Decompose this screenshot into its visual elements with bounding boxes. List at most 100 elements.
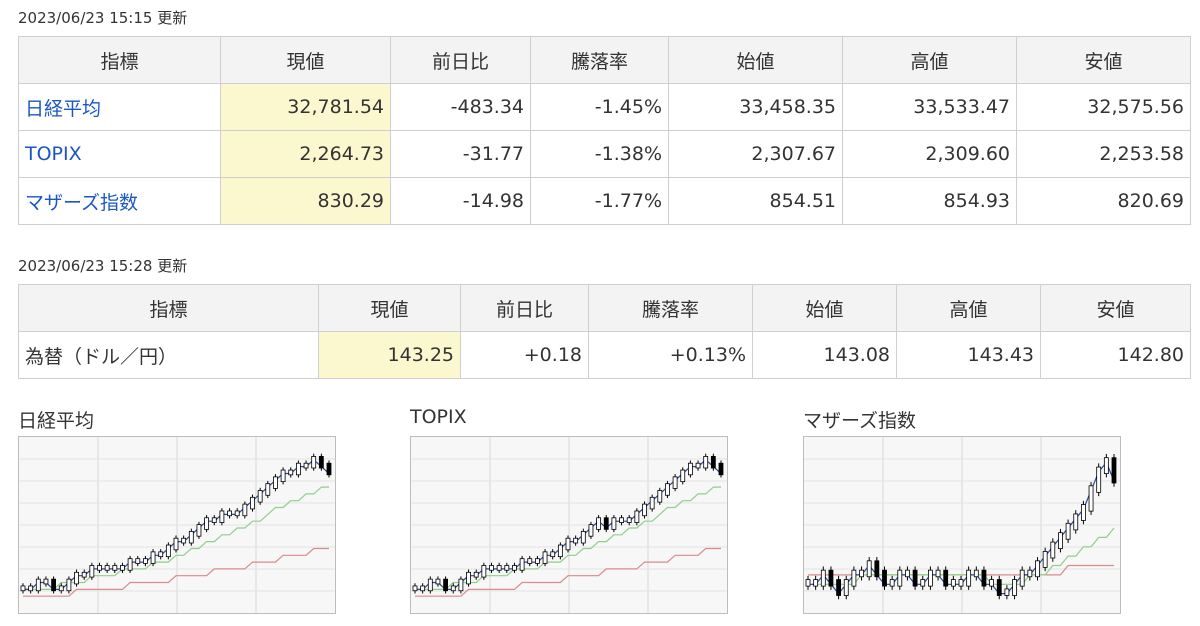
candle-body xyxy=(920,579,926,587)
candle-body xyxy=(43,578,49,585)
candle-body xyxy=(112,565,118,571)
candle-body xyxy=(1035,560,1040,578)
candle-body xyxy=(173,537,179,551)
mothers-chart[interactable] xyxy=(803,436,1121,614)
rate-value: -1.38% xyxy=(530,130,669,178)
candle-body xyxy=(905,569,910,578)
candle-body xyxy=(1080,504,1086,521)
candle-body xyxy=(181,537,187,544)
candle-body xyxy=(150,551,156,564)
candle-body xyxy=(542,551,548,564)
mothers-chart-title: マザーズ指数 xyxy=(803,410,917,432)
candle-body xyxy=(703,456,709,469)
stock-index-table: 指標 現値 前日比 騰落率 始値 高値 安値 日経平均 32,781.54 -4… xyxy=(18,36,1191,225)
candle-body xyxy=(196,524,202,537)
rate-value: -1.77% xyxy=(530,177,669,225)
candle-body xyxy=(718,462,724,476)
candle-body xyxy=(889,579,895,587)
header-change: 前日比 xyxy=(460,284,589,332)
candle-body xyxy=(135,558,141,564)
header-indicator: 指標 xyxy=(18,36,221,84)
table-header-row: 指標 現値 前日比 騰落率 始値 高値 安値 xyxy=(18,36,1191,84)
candle-body xyxy=(1111,457,1117,484)
candle-body xyxy=(234,510,240,517)
candle-body xyxy=(1027,569,1033,578)
candle-body xyxy=(695,462,701,469)
candle-body xyxy=(843,579,849,596)
header-open: 始値 xyxy=(668,36,843,84)
current-value: 143.25 xyxy=(318,331,461,379)
candle-body xyxy=(280,469,286,483)
candle-body xyxy=(626,517,632,523)
candle-body xyxy=(303,462,309,469)
candle-body xyxy=(1065,522,1071,540)
low-value: 142.80 xyxy=(1040,331,1191,379)
candle-body xyxy=(466,571,471,585)
candle-body xyxy=(450,585,456,592)
candle-body xyxy=(958,579,964,587)
candle-body xyxy=(257,490,263,503)
candle-body xyxy=(928,569,933,587)
candle-body xyxy=(1103,457,1109,475)
high-value: 854.93 xyxy=(842,177,1017,225)
candle-body xyxy=(158,551,164,558)
candle-body xyxy=(619,517,624,523)
candle-body xyxy=(127,558,133,571)
candle-body xyxy=(219,510,225,523)
header-rate: 騰落率 xyxy=(530,36,669,84)
candle-body xyxy=(805,579,811,587)
candle-body xyxy=(326,462,332,476)
candle-body xyxy=(104,565,110,571)
candle-body xyxy=(273,476,278,489)
high-value: 33,533.47 xyxy=(842,83,1017,131)
low-value: 820.69 xyxy=(1016,177,1191,225)
candle-body xyxy=(634,510,640,523)
candle-body xyxy=(550,551,556,558)
candle-body xyxy=(227,510,232,517)
candle-body xyxy=(74,571,79,585)
header-low: 安値 xyxy=(1016,36,1191,84)
candle-body xyxy=(897,569,903,587)
candle-body xyxy=(443,578,448,592)
candle-body xyxy=(535,558,540,564)
header-indicator: 指標 xyxy=(18,284,319,332)
candle-body xyxy=(642,503,647,517)
candle-body xyxy=(519,558,525,571)
candle-body xyxy=(1088,485,1094,512)
candle-body xyxy=(28,585,34,592)
stock-update-timestamp: 2023/06/23 15:15 更新 xyxy=(18,9,188,27)
mothers-chart-plot xyxy=(804,437,1120,613)
candle-body xyxy=(66,578,72,592)
rate-value: -1.45% xyxy=(530,83,669,131)
candle-body xyxy=(97,565,102,571)
nikkei-link[interactable]: 日経平均 xyxy=(25,97,102,120)
candle-body xyxy=(882,569,887,587)
nikkei-chart[interactable] xyxy=(18,436,336,614)
candle-body xyxy=(874,560,880,578)
candle-body xyxy=(912,569,918,587)
candle-body xyxy=(657,490,663,503)
candle-body xyxy=(557,544,563,558)
topix-chart[interactable] xyxy=(410,436,728,614)
candle-body xyxy=(1042,551,1048,568)
candle-body xyxy=(242,503,248,517)
candle-body xyxy=(649,496,655,510)
high-value: 143.43 xyxy=(896,331,1041,379)
candle-body xyxy=(250,496,255,510)
candle-body xyxy=(89,565,95,578)
candle-body xyxy=(580,531,586,544)
candle-body xyxy=(950,579,956,587)
mothers-link[interactable]: マザーズ指数 xyxy=(25,191,139,214)
candle-body xyxy=(588,524,594,537)
candle-body xyxy=(866,560,872,578)
candle-body xyxy=(851,569,857,587)
candle-body xyxy=(481,565,487,578)
candle-body xyxy=(489,565,494,571)
candle-body xyxy=(295,462,301,476)
open-value: 33,458.35 xyxy=(668,83,843,131)
candle-body xyxy=(420,585,426,592)
topix-chart-title: TOPIX xyxy=(410,406,467,428)
header-rate: 騰落率 xyxy=(588,284,753,332)
candle-body xyxy=(318,456,324,469)
topix-link[interactable]: TOPIX xyxy=(25,143,82,165)
